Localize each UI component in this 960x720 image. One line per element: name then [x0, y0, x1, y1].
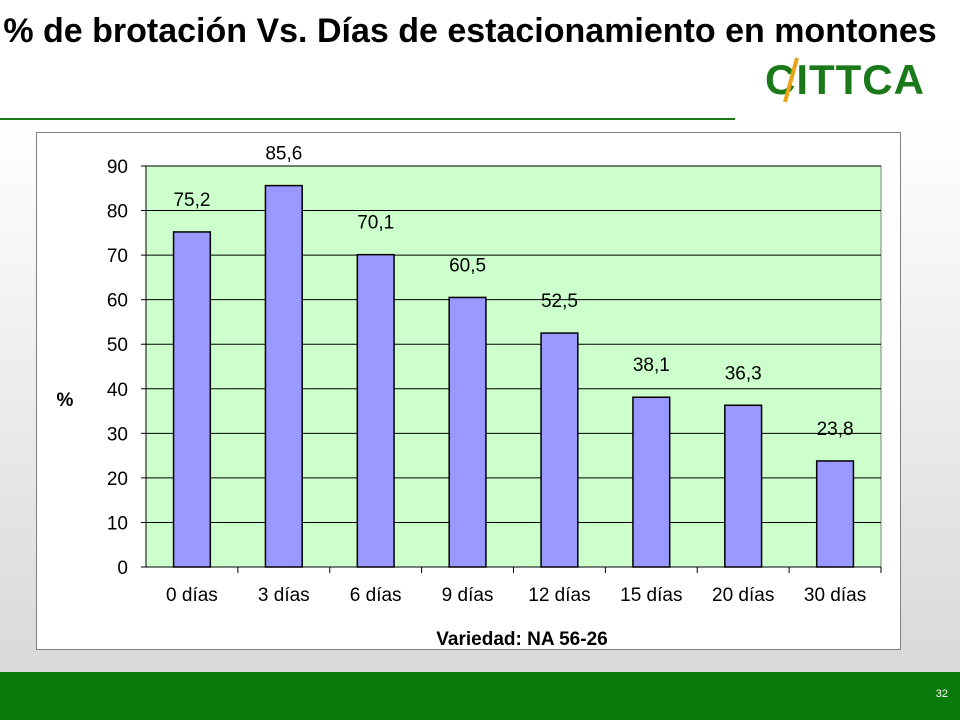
bar [815, 460, 855, 568]
x-tick-label: 12 días [528, 585, 590, 606]
y-tick-label: 10 [107, 513, 128, 534]
y-tick-label: 80 [107, 202, 128, 223]
bar [540, 332, 579, 568]
chart-frame: 0 10 20 30 40 50 60 70 80 90 75,2 0 días 85,6 3 días 7… [36, 132, 901, 650]
bar [264, 184, 303, 568]
bar [172, 231, 212, 568]
x-tick-label: 30 días [804, 585, 866, 606]
bar [448, 296, 487, 568]
x-tick-label: 0 días [166, 585, 218, 606]
y-tick-label: 90 [107, 157, 128, 178]
y-tick-label: 0 [117, 558, 128, 579]
bar [356, 253, 395, 568]
page-number: 32 [935, 688, 948, 700]
data-label: 38,1 [633, 355, 670, 376]
x-tick-label: 6 días [350, 585, 402, 606]
data-label: 36,3 [725, 363, 762, 384]
y-tick-label: 30 [107, 424, 128, 445]
plot-area [145, 165, 882, 568]
x-axis-label: Variedad: NA 56-26 [436, 629, 607, 650]
page-title: % de brotación Vs. Días de estacionamien… [3, 12, 937, 50]
data-label: 70,1 [357, 213, 394, 234]
data-label: 60,5 [449, 255, 486, 276]
y-tick-label: 70 [107, 246, 128, 267]
x-tick-label: 9 días [442, 585, 494, 606]
svg-text:CITTCA: CITTCA [765, 56, 925, 103]
y-tick-label: 60 [107, 291, 128, 312]
data-label: 23,8 [817, 419, 854, 440]
title-divider [0, 118, 735, 120]
y-tick-label: 40 [107, 380, 128, 401]
x-tick-label: 3 días [258, 585, 310, 606]
cittca-logo: CITTCA [765, 56, 925, 103]
y-tick-label: 20 [107, 469, 128, 490]
x-tick-label: 15 días [620, 585, 682, 606]
x-tick-label: 20 días [712, 585, 774, 606]
bar [724, 404, 763, 568]
bar [632, 396, 671, 568]
data-label: 52,5 [541, 291, 578, 312]
footer-bar: 32 [0, 672, 960, 720]
data-label: 75,2 [173, 190, 210, 211]
data-label: 85,6 [265, 144, 302, 165]
bar-chart: 0 10 20 30 40 50 60 70 80 90 75,2 0 días 85,6 3 días 7… [57, 144, 882, 650]
y-axis-label: % [57, 390, 74, 411]
y-tick-label: 50 [107, 335, 128, 356]
